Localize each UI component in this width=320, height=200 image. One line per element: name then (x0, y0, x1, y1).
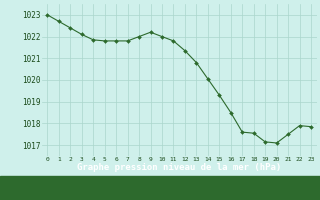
X-axis label: Graphe pression niveau de la mer (hPa): Graphe pression niveau de la mer (hPa) (77, 163, 281, 172)
